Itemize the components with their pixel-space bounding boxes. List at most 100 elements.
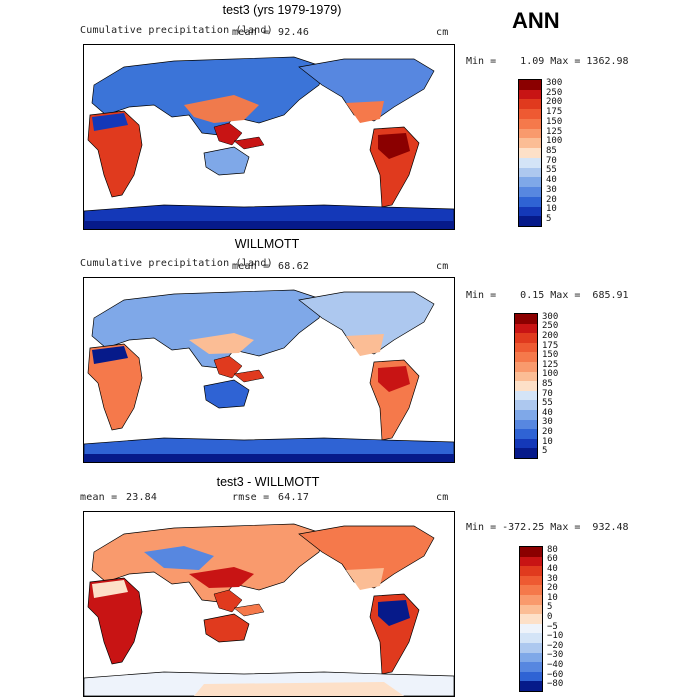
colorbar-tick-label: 40 (547, 564, 558, 574)
panel2-units: cm (436, 261, 449, 272)
colorbar-tick-label: −10 (547, 631, 564, 642)
colorbar-tick-label: 200 (546, 97, 563, 108)
indonesia-region (233, 603, 265, 617)
colorbar-tick-label: 300 (546, 77, 563, 88)
colorbar-tick-label: 20 (542, 427, 553, 437)
colorbar-tick-label: 70 (546, 155, 557, 166)
north-america-region (298, 58, 435, 122)
colorbar-tick-label: 60 (547, 554, 558, 565)
colorbar-tick-label: 40 (542, 407, 553, 418)
colorbar-segment (520, 652, 542, 663)
colorbar-tick-label: 125 (542, 359, 559, 370)
indonesia-region (233, 369, 265, 383)
colorbar-tick-label: 0 (547, 612, 553, 622)
panel1-units: cm (436, 27, 449, 38)
australia-region (203, 613, 250, 643)
asia-wet-region (189, 333, 254, 354)
season-label: ANN (512, 8, 560, 33)
colorbar-segment (519, 80, 541, 91)
colorbar-segment (520, 604, 542, 615)
panel2-title: WILLMOTT (234, 237, 300, 251)
colorbar-tick-label: −20 (547, 640, 564, 651)
colorbar-segment (520, 614, 542, 625)
panel1-title: test3 (yrs 1979-1979) (222, 3, 342, 17)
colorbar-segment (515, 371, 537, 382)
antarctica-interior (194, 682, 404, 696)
colorbar-tick-label: −5 (547, 621, 558, 632)
colorbar-segment (519, 167, 541, 178)
colorbar-tick-label: 300 (542, 311, 559, 322)
colorbar-tick-label: 5 (542, 446, 548, 457)
southeast-asia-region (213, 355, 243, 379)
panel1-colorbar (518, 79, 542, 227)
panel3-rmse-value: 64.17 (278, 492, 310, 503)
colorbar-tick-label: 5 (546, 214, 552, 225)
colorbar-segment (520, 662, 542, 673)
colorbar-tick-label: −80 (547, 679, 564, 690)
colorbar-segment (515, 438, 537, 449)
colorbar-segment (519, 196, 541, 208)
colorbar-tick-label: −60 (547, 669, 564, 680)
sahara-region (92, 346, 128, 364)
colorbar-tick-label: 175 (546, 107, 563, 118)
colorbar-segment (519, 187, 541, 198)
colorbar-segment (519, 99, 541, 110)
colorbar-tick-label: 250 (546, 87, 563, 98)
colorbar-segment (519, 128, 541, 139)
colorbar-segment (515, 448, 537, 459)
colorbar-tick-label: 200 (542, 331, 559, 341)
colorbar-tick-label: 100 (542, 369, 559, 380)
colorbar-segment (520, 633, 542, 644)
colorbar-tick-label: 55 (546, 165, 557, 176)
antarctica-interior (84, 221, 454, 229)
colorbar-segment (515, 352, 537, 363)
panel2-minmax: Min = 0.15 Max = 685.91 (466, 290, 629, 301)
colorbar-segment (519, 148, 541, 159)
panel1-left-label: Cumulative precipitation (land) (80, 25, 273, 36)
colorbar-segment (519, 89, 541, 100)
colorbar-tick-label: 80 (547, 544, 558, 555)
southeast-asia-region (213, 122, 243, 146)
panel3-title: test3 - WILLMOTT (216, 475, 320, 489)
colorbar-segment (519, 109, 541, 120)
colorbar-segment (515, 333, 537, 344)
colorbar-segment (515, 323, 537, 334)
colorbar-segment (515, 342, 537, 353)
indonesia-region (233, 136, 265, 150)
colorbar-segment (520, 623, 542, 634)
colorbar-tick-label: 20 (547, 583, 558, 594)
colorbar-segment (519, 157, 541, 169)
central-asia-region (144, 546, 214, 570)
central-america-region (346, 334, 384, 356)
colorbar-tick-label: 30 (547, 573, 558, 584)
panel3-units: cm (436, 492, 449, 503)
colorbar-segment (520, 566, 542, 577)
australia-region (203, 379, 250, 409)
panel3-minmax: Min = -372.25 Max = 932.48 (466, 522, 629, 533)
panel2-map-svg (84, 289, 454, 462)
eurasia-region (91, 289, 325, 369)
asia-wet-region (184, 95, 259, 123)
colorbar-segment (520, 643, 542, 654)
panel2-mean-label: mean = (232, 261, 270, 272)
colorbar-segment (520, 575, 542, 586)
panel1-minmax: Min = 1.09 Max = 1362.98 (466, 56, 629, 67)
amazon-region (378, 366, 410, 392)
panel3-map (83, 511, 455, 697)
panel1-mean-label: mean = (232, 27, 270, 38)
colorbar-segment (515, 362, 537, 373)
colorbar-segment (520, 595, 542, 606)
africa-region (87, 110, 143, 198)
amazon-region (378, 600, 410, 626)
colorbar-tick-label: 30 (542, 417, 553, 428)
colorbar-segment (519, 177, 541, 188)
north-america-region (298, 291, 435, 355)
southeast-asia-region (213, 589, 243, 613)
colorbar-tick-label: 10 (547, 592, 558, 603)
colorbar-tick-label: 30 (546, 184, 557, 195)
panel3-mean-value: 23.84 (126, 492, 158, 503)
amazon-region (378, 133, 410, 159)
eurasia-region (91, 56, 325, 136)
colorbar-segment (520, 556, 542, 567)
colorbar-segment (515, 400, 537, 411)
